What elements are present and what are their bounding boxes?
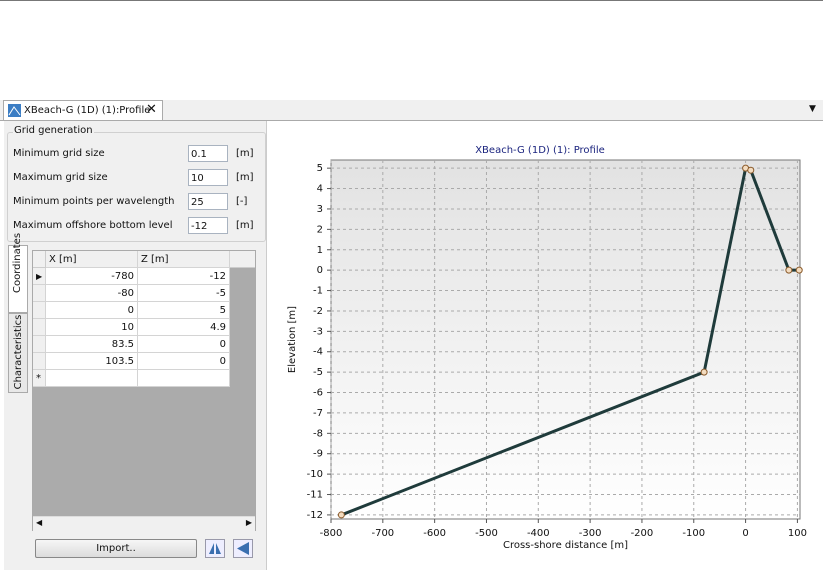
side-tab[interactable]	[8, 313, 28, 393]
y-tick-label: 5	[317, 163, 323, 174]
row-header	[33, 353, 46, 370]
row-header	[33, 336, 46, 353]
y-tick-label: -3	[313, 326, 323, 337]
mirror-button[interactable]	[205, 539, 225, 558]
tab[interactable]: XBeach-G (1D) (1):Profile ✕	[3, 100, 163, 120]
y-tick-label: 4	[317, 184, 323, 195]
group-title: Grid generation	[13, 125, 94, 136]
field-label: Minimum points per wavelength	[13, 196, 175, 207]
y-tick-label: 3	[317, 204, 323, 215]
table-cell[interactable]	[138, 370, 230, 387]
point-marker	[795, 266, 803, 274]
h-scrollbar[interactable]: ◀ ▶	[33, 516, 255, 531]
field-unit: [m]	[236, 148, 254, 159]
x-tick-label: 100	[788, 528, 807, 539]
y-tick-label: -4	[313, 347, 323, 358]
flip-button[interactable]	[233, 539, 253, 558]
y-tick-label: -9	[313, 449, 323, 460]
x-tick-label: 0	[742, 528, 748, 539]
y-tick-label: -5	[313, 367, 323, 378]
table-cell[interactable]: -5	[138, 285, 230, 302]
tab-menu[interactable]: ▼	[809, 104, 816, 114]
table-cell[interactable]: 10	[46, 319, 138, 336]
chart-title: XBeach-G (1D) (1): Profile	[475, 145, 605, 156]
table-cell[interactable]: -80	[46, 285, 138, 302]
field-input[interactable]: 10	[188, 169, 228, 186]
column-header	[230, 251, 255, 268]
point-marker	[747, 166, 755, 174]
x-axis-label: Cross-shore distance [m]	[503, 540, 628, 551]
x-tick-label: -800	[320, 528, 343, 539]
y-tick-label: -7	[313, 408, 323, 419]
group-box	[7, 132, 266, 242]
table-cell[interactable]	[46, 370, 138, 387]
table-cell[interactable]: 4.9	[138, 319, 230, 336]
plot-area	[330, 159, 801, 520]
y-tick-label: -1	[313, 286, 323, 297]
y-tick-label: -8	[313, 428, 323, 439]
table-cell[interactable]: 103.5	[46, 353, 138, 370]
table-cell[interactable]: 83.5	[46, 336, 138, 353]
field-unit: [m]	[236, 172, 254, 183]
point-marker	[785, 266, 793, 274]
new-row-marker: *	[33, 370, 46, 387]
table-cell[interactable]: -12	[138, 268, 230, 285]
field-unit: [-]	[236, 196, 248, 207]
y-tick-label: 0	[317, 265, 323, 276]
point-marker	[700, 368, 708, 376]
y-tick-label: -10	[307, 469, 323, 480]
column-header: Z [m]	[138, 251, 230, 268]
side-tab[interactable]	[8, 245, 28, 313]
column-header: X [m]	[46, 251, 138, 268]
table-cell[interactable]: 0	[138, 353, 230, 370]
x-tick-label: -100	[682, 528, 705, 539]
y-tick-label: -2	[313, 306, 323, 317]
y-tick-label: 1	[317, 245, 323, 256]
y-tick-label: -11	[307, 490, 323, 501]
tab-title: XBeach-G (1D) (1):Profile	[24, 105, 151, 116]
table: X [m] Z [m] ▶ -780 -12 -80 -5 0 5 10 4.9 83.5 0 103.5…	[32, 250, 256, 531]
field-unit: [m]	[236, 220, 254, 231]
x-tick-label: -200	[631, 528, 654, 539]
tab-strip	[0, 100, 823, 121]
row-header	[33, 319, 46, 336]
y-tick-label: 2	[317, 224, 323, 235]
x-tick-label: -600	[423, 528, 446, 539]
tab-icon	[8, 104, 21, 117]
table-cell[interactable]: 0	[138, 336, 230, 353]
y-axis-label: Elevation [m]	[287, 306, 298, 373]
x-tick-label: -400	[527, 528, 550, 539]
side-tab-label: Characteristics	[13, 314, 24, 390]
row-header-corner	[33, 251, 46, 268]
table-cell[interactable]: -780	[46, 268, 138, 285]
field-input[interactable]: -12	[188, 217, 228, 234]
table-cell[interactable]: 5	[138, 302, 230, 319]
x-tick-label: -500	[475, 528, 498, 539]
side-tab-label: Coordinates	[12, 232, 23, 293]
field-input[interactable]: 0.1	[188, 145, 228, 162]
row-header	[33, 285, 46, 302]
row-header: ▶	[33, 268, 46, 285]
top-border	[0, 0, 823, 1]
field-label: Maximum offshore bottom level	[13, 220, 173, 231]
chart: XBeach-G (1D) (1): Profile-800 -700 -600 -5…	[287, 145, 807, 551]
x-tick-label: -300	[579, 528, 602, 539]
field-label: Maximum grid size	[13, 172, 108, 183]
y-tick-label: -6	[313, 388, 323, 399]
point-marker	[337, 511, 345, 519]
row-header	[33, 302, 46, 319]
table-cell[interactable]: 0	[46, 302, 138, 319]
import-button[interactable]: Import..	[35, 539, 197, 558]
tab-close[interactable]: ✕	[146, 102, 157, 117]
y-tick-label: -12	[307, 510, 323, 521]
field-label: Minimum grid size	[13, 148, 105, 159]
field-input[interactable]: 25	[188, 193, 228, 210]
x-tick-label: -700	[371, 528, 394, 539]
